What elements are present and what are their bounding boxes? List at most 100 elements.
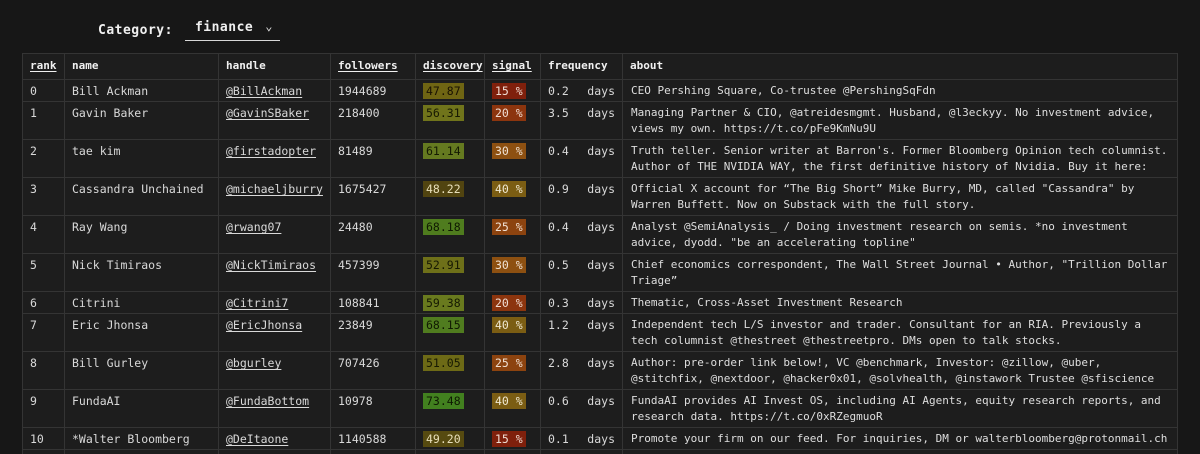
- cell-discovery: 56.31: [415, 101, 485, 140]
- cell-frequency: 0.4 days: [540, 215, 623, 254]
- cell-handle: @rwang07: [218, 215, 331, 254]
- signal-badge: 25 %: [492, 219, 526, 235]
- cell-rank: 8: [22, 351, 65, 390]
- category-select[interactable]: finance ⌄: [184, 18, 281, 41]
- cell-signal: 25 %: [484, 215, 541, 254]
- cell-name: *Walter Bloomberg: [64, 427, 219, 450]
- frequency-value: 0.4: [548, 144, 569, 158]
- cell-followers: 23849: [330, 313, 416, 352]
- cell-rank: 5: [22, 253, 65, 292]
- column-header-followers[interactable]: followers: [330, 53, 416, 80]
- category-label: Category:: [98, 23, 173, 38]
- frequency-value: 2.8: [548, 356, 569, 370]
- table-row[interactable]: 8 Bill Gurley @bgurley 707426 51.05 25 %…: [22, 351, 1178, 390]
- cell-signal: 20 %: [484, 101, 541, 140]
- cell-about: Official X account for “The Big Short” M…: [622, 177, 1178, 216]
- handle-link[interactable]: @EricJhonsa: [226, 318, 303, 332]
- cell-about: Chief economics correspondent, The Wall …: [622, 253, 1178, 292]
- category-bar: Category: finance ⌄: [98, 18, 281, 41]
- cell-handle: @GavinSBaker: [218, 101, 331, 140]
- column-header-name[interactable]: name: [64, 53, 219, 80]
- cell-about: Promote your firm on our feed. For inqui…: [622, 427, 1178, 450]
- frequency-value: 0.5: [548, 258, 569, 272]
- cell-discovery: 49.20: [415, 427, 485, 450]
- cell-rank: 4: [22, 215, 65, 254]
- handle-link[interactable]: @bgurley: [226, 356, 282, 370]
- handle-link[interactable]: @NickTimiraos: [226, 258, 317, 272]
- handle-link[interactable]: @GavinSBaker: [226, 106, 310, 120]
- chevron-down-icon: ⌄: [265, 18, 273, 33]
- column-header-discovery[interactable]: discovery: [415, 53, 485, 80]
- handle-link[interactable]: @DeItaone: [226, 432, 289, 446]
- cell-name: Bill Ackman: [64, 79, 219, 102]
- cell-handle: @DeItaone: [218, 427, 331, 450]
- discovery-badge: 47.87: [423, 83, 464, 99]
- table-header: rank name handle followers discovery sig…: [22, 53, 1178, 80]
- table-row[interactable]: 4 Ray Wang @rwang07 24480 68.18 25 % 0.4…: [22, 215, 1178, 254]
- cell-frequency: 0.5 days: [540, 253, 623, 292]
- cell-discovery: 61.14: [415, 139, 485, 178]
- cell-frequency: 0.2 days: [540, 79, 623, 102]
- handle-link[interactable]: @FundaBottom: [226, 394, 310, 408]
- signal-badge: 20 %: [492, 295, 526, 311]
- cell-discovery: 73.48: [415, 389, 485, 428]
- table-row[interactable]: 9 FundaAI @FundaBottom 10978 73.48 40 % …: [22, 389, 1178, 428]
- cell-handle: @FundaBottom: [218, 389, 331, 428]
- handle-link[interactable]: @Citrini7: [226, 296, 289, 310]
- handle-link[interactable]: @michaeljburry: [226, 182, 323, 196]
- table-row[interactable]: 10 *Walter Bloomberg @DeItaone 1140588 4…: [22, 427, 1178, 450]
- handle-link[interactable]: @BillAckman: [226, 84, 303, 98]
- cell-handle: @bgurley: [218, 351, 331, 390]
- column-header-signal[interactable]: signal: [484, 53, 541, 80]
- signal-badge: 20 %: [492, 105, 526, 121]
- table-row[interactable]: 5 Nick Timiraos @NickTimiraos 457399 52.…: [22, 253, 1178, 292]
- signal-badge: 15 %: [492, 83, 526, 99]
- cell-name: tae kim: [64, 139, 219, 178]
- table-row[interactable]: 6 Citrini @Citrini7 108841 59.38 20 % 0.…: [22, 291, 1178, 314]
- cell-name: Eric Jhonsa: [64, 313, 219, 352]
- cell-followers: 81489: [330, 139, 416, 178]
- cell-about: Managing Partner & CIO, @atreidesmgmt. H…: [622, 101, 1178, 140]
- cell-name: Bill Gurley: [64, 351, 219, 390]
- cell-discovery: 48.22: [415, 177, 485, 216]
- signal-badge: 15 %: [492, 431, 526, 447]
- cell-discovery: 59.38: [415, 291, 485, 314]
- frequency-value: 0.4: [548, 220, 569, 234]
- cell-followers: 1675427: [330, 177, 416, 216]
- frequency-unit: days: [587, 432, 615, 446]
- frequency-unit: days: [587, 144, 615, 158]
- column-header-about[interactable]: about: [622, 53, 1178, 80]
- table-row[interactable]: 3 Cassandra Unchained @michaeljburry 167…: [22, 177, 1178, 216]
- accounts-table: rank name handle followers discovery sig…: [22, 53, 1178, 454]
- cell-handle: @firstadopter: [218, 139, 331, 178]
- cell-signal: 30 %: [484, 253, 541, 292]
- cell-followers: 108841: [330, 291, 416, 314]
- cell-followers: 1944689: [330, 79, 416, 102]
- cell-signal: 15 %: [484, 427, 541, 450]
- cell-discovery: 47.87: [415, 79, 485, 102]
- column-header-rank[interactable]: rank: [22, 53, 65, 80]
- table-row[interactable]: 0 Bill Ackman @BillAckman 1944689 47.87 …: [22, 79, 1178, 102]
- cell-handle: @Citrini7: [218, 291, 331, 314]
- discovery-badge: 48.22: [423, 181, 464, 197]
- frequency-unit: days: [587, 220, 615, 234]
- cell-rank: 10: [22, 427, 65, 450]
- handle-link[interactable]: @rwang07: [226, 220, 282, 234]
- table-row-partial: [22, 449, 1178, 454]
- frequency-unit: days: [587, 356, 615, 370]
- cell-signal: 20 %: [484, 291, 541, 314]
- column-header-handle[interactable]: handle: [218, 53, 331, 80]
- handle-link[interactable]: @firstadopter: [226, 144, 317, 158]
- cell-frequency: 0.4 days: [540, 139, 623, 178]
- table-row[interactable]: 1 Gavin Baker @GavinSBaker 218400 56.31 …: [22, 101, 1178, 140]
- column-header-frequency[interactable]: frequency: [540, 53, 623, 80]
- table-row[interactable]: 7 Eric Jhonsa @EricJhonsa 23849 68.15 40…: [22, 313, 1178, 352]
- table-row[interactable]: 2 tae kim @firstadopter 81489 61.14 30 %…: [22, 139, 1178, 178]
- cell-frequency: 2.8 days: [540, 351, 623, 390]
- signal-badge: 40 %: [492, 393, 526, 409]
- cell-rank: 6: [22, 291, 65, 314]
- cell-name: Gavin Baker: [64, 101, 219, 140]
- cell-about: Author: pre-order link below!, VC @bench…: [622, 351, 1178, 390]
- cell-handle: @EricJhonsa: [218, 313, 331, 352]
